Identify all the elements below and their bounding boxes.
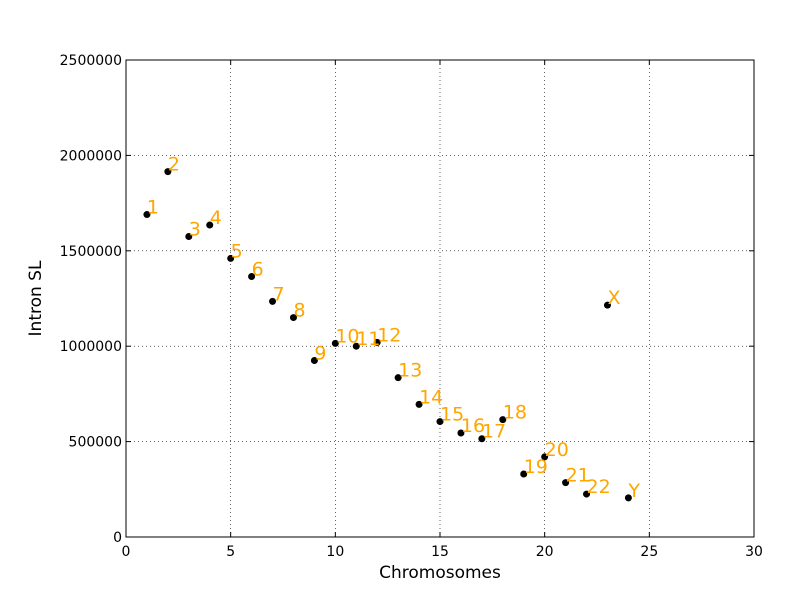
x-tick-label: 25 bbox=[640, 544, 658, 560]
point-label: 21 bbox=[566, 465, 590, 487]
y-axis-title: Intron SL bbox=[26, 260, 46, 336]
data-point bbox=[520, 470, 528, 478]
point-label: 17 bbox=[482, 421, 506, 443]
x-axis-title: Chromosomes bbox=[379, 563, 501, 583]
data-point bbox=[289, 314, 297, 322]
point-label: 20 bbox=[545, 439, 569, 461]
data-point bbox=[562, 479, 570, 487]
data-point bbox=[185, 232, 193, 240]
data-point bbox=[415, 400, 423, 408]
point-label: 3 bbox=[189, 218, 201, 240]
point-label: 14 bbox=[419, 386, 443, 408]
x-tick-label: 30 bbox=[745, 544, 763, 560]
data-point bbox=[583, 490, 591, 498]
point-label: 5 bbox=[231, 240, 243, 262]
point-label: 9 bbox=[314, 343, 326, 365]
data-point bbox=[164, 168, 172, 176]
point-label: 7 bbox=[273, 283, 285, 305]
y-tick-label: 500000 bbox=[69, 435, 122, 451]
y-tick-label: 2500000 bbox=[60, 53, 122, 69]
y-tick-label: 2000000 bbox=[60, 148, 122, 164]
point-label: 4 bbox=[210, 207, 222, 229]
data-points bbox=[143, 168, 632, 502]
point-label: 8 bbox=[293, 300, 305, 322]
data-point bbox=[499, 416, 507, 424]
point-label: X bbox=[607, 287, 620, 309]
point-label: 19 bbox=[524, 456, 548, 478]
x-tick-label: 20 bbox=[536, 544, 554, 560]
point-label: 12 bbox=[377, 324, 401, 346]
data-point bbox=[227, 254, 235, 262]
y-tick-label: 1000000 bbox=[60, 339, 122, 355]
x-tick-label: 5 bbox=[226, 544, 235, 560]
data-point bbox=[143, 211, 151, 219]
axis-ticks: 0 5 10 15 20 25 300500000100000015000002000000… bbox=[60, 53, 763, 560]
data-point bbox=[624, 494, 632, 502]
data-point bbox=[394, 374, 402, 382]
point-label: 22 bbox=[587, 476, 611, 498]
point-label: 6 bbox=[252, 259, 264, 281]
point-label: 11 bbox=[356, 328, 380, 350]
data-point bbox=[541, 453, 549, 461]
point-label: 15 bbox=[440, 404, 464, 426]
point-label: 13 bbox=[398, 360, 422, 382]
data-point bbox=[269, 297, 277, 305]
point-label: 18 bbox=[503, 402, 527, 424]
data-point bbox=[331, 339, 339, 347]
data-point bbox=[603, 301, 611, 309]
point-label: 2 bbox=[168, 154, 180, 176]
y-tick-label: 1500000 bbox=[60, 244, 122, 260]
data-point bbox=[206, 221, 214, 229]
data-point bbox=[310, 357, 318, 365]
point-label: Y bbox=[627, 480, 640, 502]
data-point bbox=[478, 435, 486, 443]
x-tick-label: 15 bbox=[431, 544, 449, 560]
grid-lines bbox=[126, 60, 754, 537]
x-tick-label: 10 bbox=[326, 544, 344, 560]
data-point bbox=[436, 418, 444, 426]
x-tick-label: 0 bbox=[122, 544, 131, 560]
point-label: 1 bbox=[147, 197, 159, 219]
point-label: 10 bbox=[335, 325, 359, 347]
data-point bbox=[248, 273, 256, 281]
y-tick-label: 0 bbox=[113, 530, 122, 546]
data-point bbox=[352, 342, 360, 350]
data-point bbox=[457, 429, 465, 437]
point-label: 16 bbox=[461, 415, 485, 437]
data-point bbox=[373, 338, 381, 346]
